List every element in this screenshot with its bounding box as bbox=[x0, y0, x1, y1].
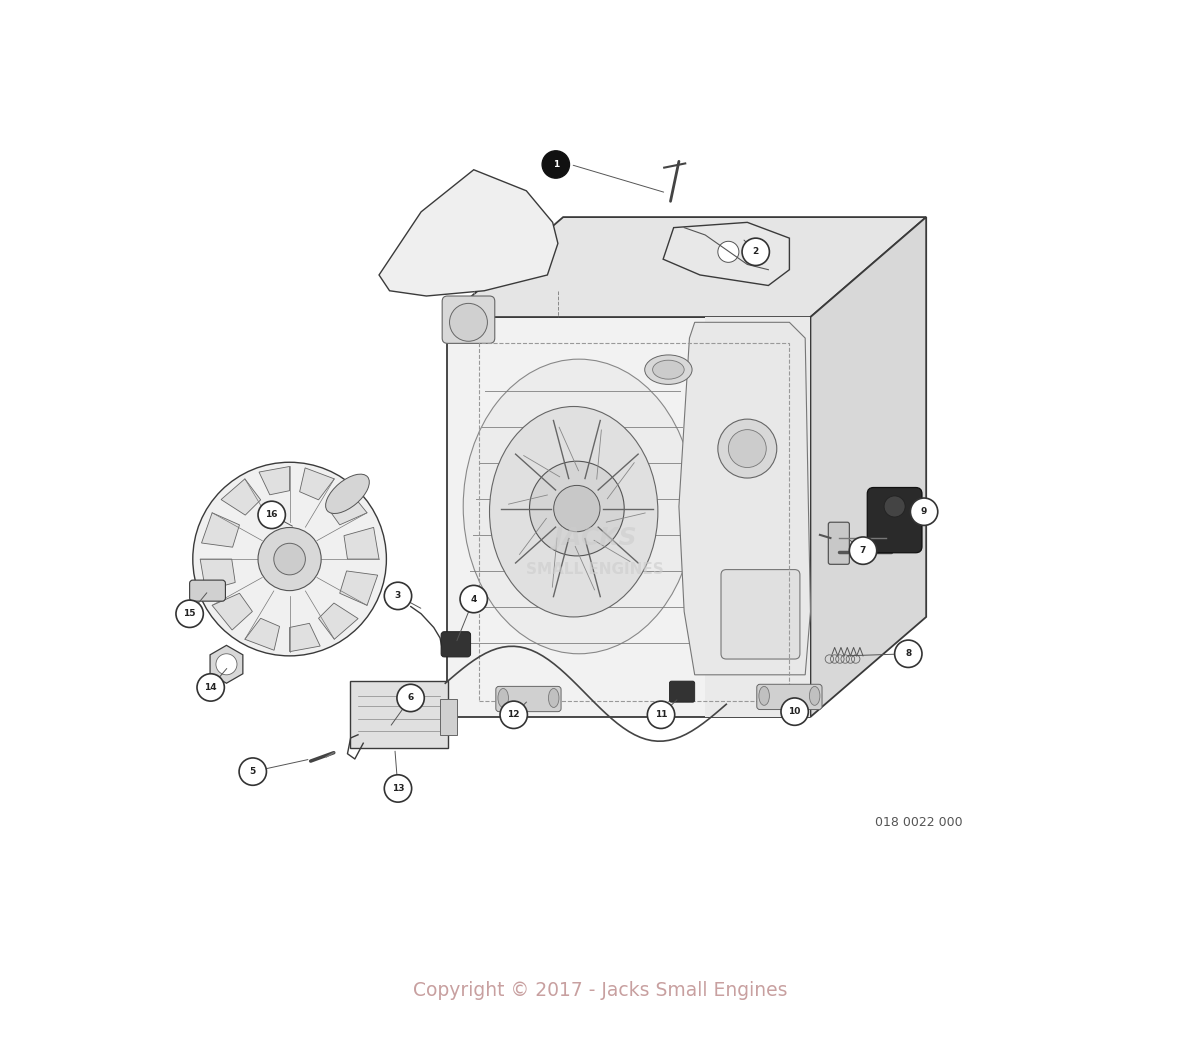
Text: 7: 7 bbox=[860, 546, 866, 555]
Text: 15: 15 bbox=[184, 610, 196, 618]
Circle shape bbox=[781, 698, 809, 726]
Circle shape bbox=[553, 485, 600, 532]
Circle shape bbox=[895, 640, 922, 668]
FancyBboxPatch shape bbox=[440, 699, 457, 734]
Circle shape bbox=[239, 757, 266, 785]
Polygon shape bbox=[448, 318, 810, 717]
Ellipse shape bbox=[644, 354, 692, 384]
Polygon shape bbox=[259, 466, 289, 495]
Polygon shape bbox=[379, 170, 558, 296]
Text: 018 0022 000: 018 0022 000 bbox=[875, 816, 964, 828]
Text: 13: 13 bbox=[391, 784, 404, 793]
Text: Copyright © 2017 - Jacks Small Engines: Copyright © 2017 - Jacks Small Engines bbox=[413, 981, 787, 1000]
Circle shape bbox=[397, 685, 425, 712]
Text: 10: 10 bbox=[788, 707, 800, 716]
Circle shape bbox=[542, 151, 570, 178]
Polygon shape bbox=[340, 571, 378, 606]
Circle shape bbox=[193, 462, 386, 656]
Polygon shape bbox=[202, 513, 240, 548]
Circle shape bbox=[274, 543, 305, 575]
FancyBboxPatch shape bbox=[496, 687, 562, 712]
Polygon shape bbox=[679, 323, 810, 675]
Ellipse shape bbox=[758, 687, 769, 706]
Circle shape bbox=[728, 429, 767, 467]
Circle shape bbox=[450, 304, 487, 341]
FancyBboxPatch shape bbox=[721, 570, 800, 659]
Text: 8: 8 bbox=[905, 649, 912, 658]
Polygon shape bbox=[289, 624, 320, 652]
FancyBboxPatch shape bbox=[349, 682, 449, 748]
Text: 2: 2 bbox=[752, 247, 758, 256]
Text: SMALL ENGINES: SMALL ENGINES bbox=[526, 562, 664, 577]
FancyBboxPatch shape bbox=[670, 682, 695, 703]
Polygon shape bbox=[221, 479, 260, 515]
Circle shape bbox=[216, 654, 236, 675]
Text: 4: 4 bbox=[470, 595, 476, 603]
Ellipse shape bbox=[809, 687, 820, 706]
Polygon shape bbox=[300, 467, 335, 500]
FancyBboxPatch shape bbox=[442, 296, 494, 343]
Text: 5: 5 bbox=[250, 767, 256, 776]
Polygon shape bbox=[200, 559, 235, 591]
Bar bbox=[479, 343, 790, 702]
Ellipse shape bbox=[498, 689, 509, 708]
Polygon shape bbox=[706, 318, 810, 717]
Polygon shape bbox=[245, 618, 280, 650]
Text: 11: 11 bbox=[655, 710, 667, 720]
Circle shape bbox=[718, 242, 739, 263]
Circle shape bbox=[460, 586, 487, 613]
FancyBboxPatch shape bbox=[757, 685, 822, 710]
Circle shape bbox=[197, 674, 224, 702]
Polygon shape bbox=[326, 488, 367, 525]
FancyBboxPatch shape bbox=[868, 487, 922, 553]
Text: 14: 14 bbox=[204, 683, 217, 692]
Text: 16: 16 bbox=[265, 511, 278, 519]
FancyBboxPatch shape bbox=[442, 632, 470, 657]
Text: 9: 9 bbox=[920, 507, 928, 516]
Text: 6: 6 bbox=[408, 693, 414, 703]
Text: 3: 3 bbox=[395, 592, 401, 600]
Polygon shape bbox=[212, 593, 252, 630]
FancyBboxPatch shape bbox=[190, 580, 226, 601]
Circle shape bbox=[384, 774, 412, 802]
Polygon shape bbox=[664, 223, 790, 286]
Ellipse shape bbox=[463, 359, 695, 654]
Polygon shape bbox=[318, 603, 358, 639]
Polygon shape bbox=[344, 528, 379, 559]
Circle shape bbox=[742, 238, 769, 266]
Circle shape bbox=[850, 537, 877, 564]
Circle shape bbox=[718, 419, 776, 478]
Ellipse shape bbox=[548, 689, 559, 708]
Circle shape bbox=[884, 496, 905, 517]
Ellipse shape bbox=[653, 360, 684, 379]
Ellipse shape bbox=[490, 406, 658, 617]
Text: 12: 12 bbox=[508, 710, 520, 720]
Circle shape bbox=[384, 582, 412, 610]
Circle shape bbox=[911, 498, 937, 525]
Circle shape bbox=[258, 528, 322, 591]
Text: JACKS: JACKS bbox=[553, 526, 636, 550]
Polygon shape bbox=[810, 217, 926, 717]
Text: 1: 1 bbox=[553, 160, 559, 169]
Ellipse shape bbox=[325, 474, 370, 514]
Circle shape bbox=[529, 461, 624, 556]
Circle shape bbox=[647, 702, 674, 728]
Circle shape bbox=[500, 702, 527, 728]
Polygon shape bbox=[448, 217, 926, 318]
Polygon shape bbox=[210, 646, 242, 684]
Circle shape bbox=[176, 600, 203, 628]
Circle shape bbox=[258, 501, 286, 529]
FancyBboxPatch shape bbox=[828, 522, 850, 564]
